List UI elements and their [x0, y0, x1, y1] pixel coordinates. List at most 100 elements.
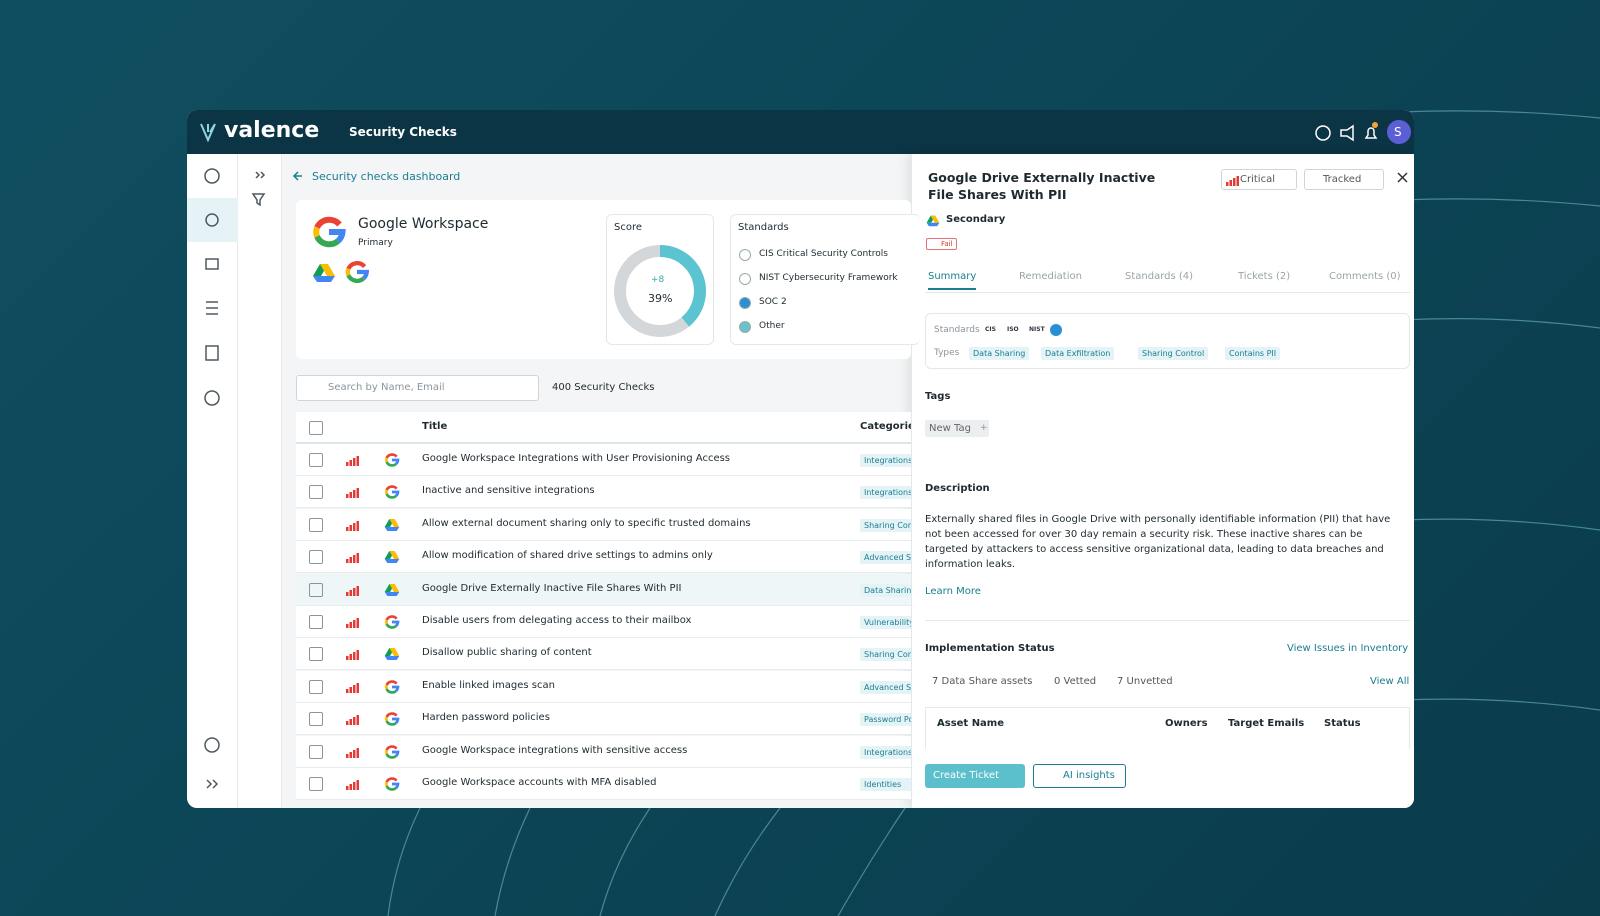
- table-row[interactable]: [296, 541, 911, 574]
- view-all[interactable]: View All: [1370, 676, 1410, 687]
- drive-icon: [384, 648, 400, 661]
- learn-more[interactable]: Learn More: [925, 586, 981, 597]
- type-chip: Contains PII: [1225, 347, 1281, 360]
- google-icon: [384, 744, 400, 759]
- tab[interactable]: Standards (4): [1125, 271, 1194, 282]
- row-title: Google Workspace accounts with MFA disab…: [422, 777, 657, 788]
- row-title: Google Workspace Integrations with User …: [422, 453, 731, 464]
- tab[interactable]: Comments (0): [1329, 271, 1401, 282]
- breadcrumb[interactable]: Security checks dashboard: [312, 170, 461, 183]
- google-icon: [384, 680, 400, 694]
- result-badge: Fail: [926, 238, 957, 250]
- asset-column: Asset Name: [937, 718, 1005, 729]
- search-placeholder: Search by Name, Email: [328, 382, 445, 393]
- standard-item: CIS Critical Security Controls: [759, 249, 888, 259]
- google-icon: [384, 777, 400, 791]
- avatar: S: [1394, 125, 1402, 139]
- drive-icon: [926, 215, 940, 227]
- table-header: [296, 412, 911, 444]
- stat: 7 Unvetted: [1117, 676, 1173, 687]
- description-heading: Description: [925, 483, 990, 494]
- standards-box: [730, 214, 920, 345]
- drive-icon: [384, 551, 400, 564]
- table-row[interactable]: [296, 573, 911, 606]
- table-row[interactable]: [296, 703, 911, 736]
- column-header: Categories: [860, 421, 911, 432]
- stat: 7 Data Share assets: [932, 676, 1033, 687]
- table-row[interactable]: [296, 638, 911, 671]
- impl-link[interactable]: View Issues in Inventory: [1287, 643, 1409, 654]
- impl-heading: Implementation Status: [925, 643, 1055, 654]
- score-label: Score: [614, 222, 643, 233]
- category-chip: Advanced Settings: [860, 680, 911, 694]
- standards-card: [925, 313, 1410, 369]
- cb: [309, 550, 323, 565]
- ai-insights[interactable]: AI insights: [1033, 764, 1126, 788]
- cb: [309, 615, 323, 629]
- severity-icon: [346, 520, 359, 531]
- cb: [309, 485, 323, 500]
- row-title: Google Drive Externally Inactive File Sh…: [422, 582, 682, 594]
- row-title: Disable users from delegating access to …: [422, 615, 692, 626]
- drive-icon: [384, 583, 400, 596]
- severity-icon: [346, 747, 359, 758]
- severity-icon: [346, 456, 359, 466]
- row-title: Google Workspace integrations with sensi…: [422, 744, 688, 756]
- row-title: Allow external document sharing only to …: [422, 517, 751, 529]
- severity-icon: [1226, 176, 1239, 186]
- add-tag: +: [980, 423, 988, 433]
- tab[interactable]: Tickets (2): [1238, 271, 1291, 282]
- category-chip: Data Sharing: [860, 583, 911, 597]
- standard-dot: [739, 249, 751, 261]
- row-title: Disallow public sharing of content: [422, 647, 592, 659]
- cb: [309, 744, 323, 759]
- severity-dropdown[interactable]: Critical: [1221, 169, 1297, 190]
- type-chip: Sharing Control: [1138, 347, 1209, 360]
- asset-table-header: [925, 707, 1410, 749]
- column-header: Title: [422, 421, 448, 432]
- divider: [925, 620, 1410, 621]
- cb: [309, 421, 323, 435]
- stat: 0 Vetted: [1054, 676, 1097, 687]
- app-name: Google Workspace: [358, 216, 489, 232]
- detail-panel: [911, 154, 1414, 808]
- table-row[interactable]: [296, 508, 911, 541]
- cb: [309, 712, 323, 727]
- standard-badge: CIS: [985, 326, 996, 333]
- type-chip: Data Sharing: [969, 347, 1030, 360]
- header: [187, 110, 1414, 154]
- standard-dot: [739, 297, 751, 309]
- sidebar-active: [187, 198, 238, 242]
- description: Externally shared files in Google Drive …: [925, 514, 1391, 570]
- row-title: Harden password policies: [422, 712, 550, 724]
- severity-icon: [346, 780, 359, 790]
- google-icon: [384, 712, 400, 726]
- tab[interactable]: Remediation: [1019, 271, 1082, 282]
- category-chip: Identities: [860, 778, 911, 791]
- cb: [309, 453, 323, 467]
- new-tag[interactable]: New Tag: [925, 420, 989, 437]
- severity-icon: [346, 650, 359, 661]
- category-chip: Integrations: [860, 454, 911, 467]
- types-label: Types: [934, 348, 960, 358]
- create-ticket[interactable]: Create Ticket: [925, 764, 1025, 788]
- app-role: Primary: [358, 238, 393, 248]
- panel-title: Google Drive Externally Inactive File Sh…: [928, 170, 1156, 202]
- status-dropdown[interactable]: Tracked: [1304, 169, 1384, 190]
- google-icon: [384, 453, 400, 467]
- logo: valence: [224, 118, 320, 143]
- tab[interactable]: Summary: [928, 271, 977, 290]
- category-chip: Sharing Control: [860, 518, 911, 532]
- category-chip: Advanced Settings: [860, 551, 911, 565]
- standard-dot: [1050, 324, 1062, 336]
- filter-rail: [238, 154, 282, 808]
- standard-dot: [739, 321, 751, 333]
- score-delta: +8: [651, 275, 665, 285]
- tags-heading: Tags: [925, 391, 951, 402]
- page-title: Security Checks: [349, 125, 457, 139]
- google-icon: [384, 615, 400, 629]
- tab-divider: [925, 292, 1410, 293]
- standards-label: Standards: [934, 325, 980, 335]
